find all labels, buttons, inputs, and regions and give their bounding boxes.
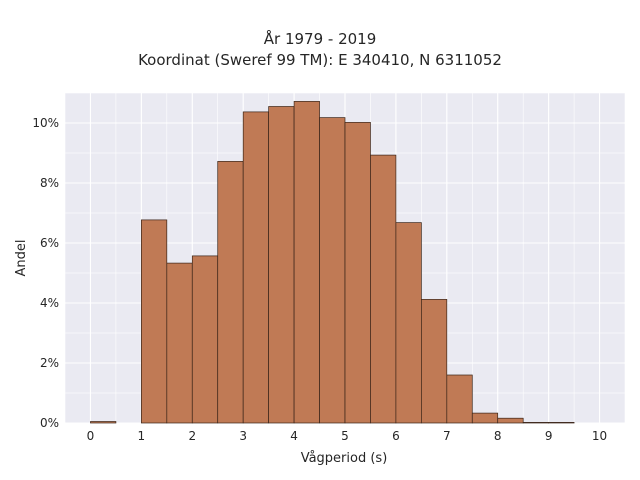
histogram-bar	[90, 421, 117, 424]
x-tick-label: 8	[494, 429, 502, 443]
histogram-bar	[497, 417, 524, 424]
histogram-bar	[395, 222, 422, 424]
x-tick-label: 9	[545, 429, 553, 443]
histogram-bar	[217, 161, 244, 424]
x-tick-label: 2	[188, 429, 196, 443]
x-tick-label: 0	[87, 429, 95, 443]
y-tick-label: 10%	[32, 116, 59, 130]
histogram-bar	[471, 412, 499, 424]
x-axis-ticks: 0 1 2 3 4 5 6 7 8 9 10	[87, 429, 608, 443]
x-tick-label: 7	[443, 429, 451, 443]
x-tick-label: 3	[239, 429, 247, 443]
y-tick-label: 6%	[40, 236, 59, 250]
y-axis-label: Andel	[14, 240, 29, 277]
histogram-bar	[421, 299, 448, 424]
histogram-bar	[446, 374, 473, 424]
histogram-bar	[293, 101, 320, 424]
histogram-bar	[344, 122, 371, 424]
histogram-bar	[522, 422, 549, 424]
x-tick-label: 4	[290, 429, 298, 443]
chart-subtitle: Koordinat (Sweref 99 TM): E 340410, N 63…	[138, 51, 502, 69]
histogram-bar	[319, 117, 346, 424]
y-tick-label: 8%	[40, 176, 59, 190]
histogram-bars	[90, 101, 575, 424]
y-axis-ticks: 0% 2% 4% 6% 8% 10%	[32, 116, 59, 430]
y-tick-label: 4%	[40, 296, 59, 310]
histogram-bar	[141, 219, 168, 424]
x-tick-label: 1	[138, 429, 146, 443]
histogram-bar	[242, 111, 269, 424]
histogram-bar	[191, 255, 219, 424]
histogram-bar	[548, 422, 575, 424]
chart-title: År 1979 - 2019	[263, 30, 377, 48]
histogram-bar	[370, 154, 397, 424]
x-axis-label: Vågperiod (s)	[301, 451, 388, 466]
y-tick-label: 2%	[40, 356, 59, 370]
x-tick-label: 5	[341, 429, 349, 443]
histogram-bar	[268, 106, 295, 424]
histogram-bar	[166, 262, 193, 424]
x-tick-label: 6	[392, 429, 400, 443]
y-tick-label: 0%	[40, 416, 59, 430]
x-tick-label: 10	[592, 429, 607, 443]
